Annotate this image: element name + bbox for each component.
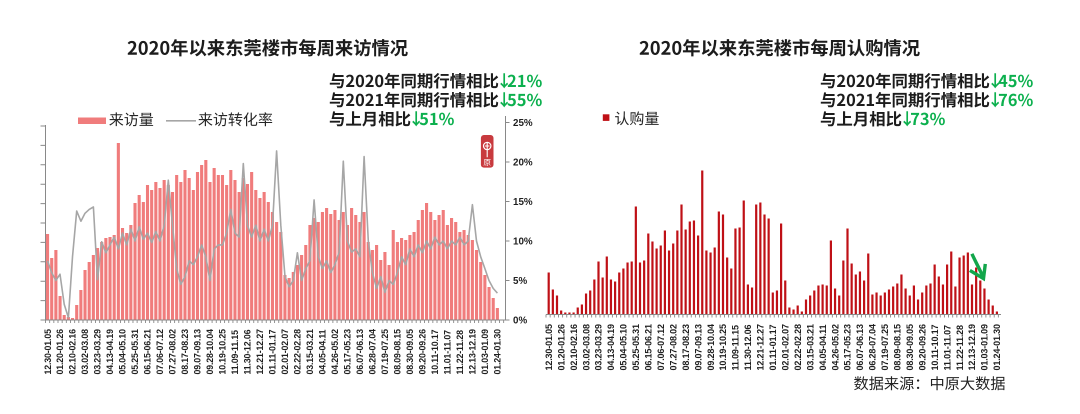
svg-text:04.05-04.11: 04.05-04.11 (318, 329, 328, 374)
svg-text:09.07-09.13: 09.07-09.13 (193, 329, 203, 375)
svg-text:11.01-11.07: 11.01-11.07 (942, 325, 952, 371)
svg-text:04.26-05.02: 04.26-05.02 (830, 324, 840, 371)
svg-text:02.10-02.16: 02.10-02.16 (569, 324, 579, 371)
svg-text:11.22-11.28: 11.22-11.28 (455, 330, 465, 375)
svg-text:07.27-08.02: 07.27-08.02 (668, 324, 678, 371)
svg-text:15%: 15% (513, 197, 533, 208)
svg-text:11.30-12.06: 11.30-12.06 (743, 324, 753, 370)
svg-text:10.19-10.25: 10.19-10.25 (718, 324, 728, 371)
svg-text:09.07-09.13: 09.07-09.13 (693, 324, 703, 371)
svg-text:07.27-08.02: 07.27-08.02 (168, 329, 178, 375)
svg-text:01.20-01.26: 01.20-01.26 (55, 329, 65, 375)
svg-text:09.20-09.26: 09.20-09.26 (917, 324, 927, 371)
svg-text:11.01-11.07: 11.01-11.07 (443, 330, 453, 375)
svg-text:10.19-10.25: 10.19-10.25 (218, 329, 228, 375)
svg-text:01.11-01.17: 01.11-01.17 (768, 324, 778, 370)
svg-text:12.13-12.19: 12.13-12.19 (468, 329, 478, 375)
svg-text:11.09-11.15: 11.09-11.15 (230, 330, 240, 375)
svg-text:06.07-06.13: 06.07-06.13 (355, 329, 365, 375)
svg-text:09.28-10.04: 09.28-10.04 (706, 324, 716, 371)
svg-text:08.09-08.15: 08.09-08.15 (393, 329, 403, 375)
svg-text:04.13-04.19: 04.13-04.19 (606, 324, 616, 371)
svg-text:01.24-01.30: 01.24-01.30 (493, 329, 503, 375)
svg-text:10.11-10.17: 10.11-10.17 (430, 329, 440, 374)
svg-text:20%: 20% (513, 157, 533, 168)
svg-text:08.30-09.05: 08.30-09.05 (905, 324, 915, 371)
svg-text:03.02-03.08: 03.02-03.08 (80, 329, 90, 375)
svg-text:12.13-12.19: 12.13-12.19 (967, 324, 977, 371)
svg-text:05.17-05.23: 05.17-05.23 (343, 329, 353, 375)
svg-text:02.22-02.28: 02.22-02.28 (293, 329, 303, 375)
svg-text:12.21-12.27: 12.21-12.27 (756, 324, 766, 371)
svg-text:03.23-03.29: 03.23-03.29 (594, 324, 604, 371)
svg-text:01.03-01.09: 01.03-01.09 (980, 324, 990, 371)
svg-text:02.01-02.07: 02.01-02.07 (280, 329, 290, 375)
svg-text:05.04-05.10: 05.04-05.10 (118, 329, 128, 375)
svg-text:12.30-01.05: 12.30-01.05 (43, 329, 53, 375)
svg-text:01.11-01.17: 01.11-01.17 (268, 329, 278, 374)
svg-text:08.30-09.05: 08.30-09.05 (405, 329, 415, 375)
svg-text:12.21-12.27: 12.21-12.27 (255, 329, 265, 375)
svg-text:07.19-07.25: 07.19-07.25 (880, 324, 890, 371)
svg-text:25%: 25% (513, 118, 533, 129)
svg-text:11.09-11.15: 11.09-11.15 (731, 325, 741, 371)
svg-text:03.02-03.08: 03.02-03.08 (581, 324, 591, 371)
svg-text:11.30-12.06: 11.30-12.06 (243, 329, 253, 374)
svg-text:07.06-07.12: 07.06-07.12 (155, 329, 165, 375)
svg-text:06.15-06.21: 06.15-06.21 (644, 324, 654, 371)
svg-text:10.11-10.17: 10.11-10.17 (930, 324, 940, 370)
svg-text:02.10-02.16: 02.10-02.16 (68, 329, 78, 375)
svg-text:09.28-10.04: 09.28-10.04 (205, 329, 215, 375)
svg-text:03.15-03.21: 03.15-03.21 (805, 324, 815, 371)
svg-text:05.25-05.31: 05.25-05.31 (130, 329, 140, 375)
svg-text:08.09-08.15: 08.09-08.15 (893, 324, 903, 371)
svg-text:06.28-07.04: 06.28-07.04 (368, 329, 378, 375)
svg-text:01.24-01.30: 01.24-01.30 (992, 324, 1002, 371)
svg-text:11.22-11.28: 11.22-11.28 (955, 325, 965, 371)
svg-text:02.01-02.07: 02.01-02.07 (781, 324, 791, 371)
svg-text:01.03-01.09: 01.03-01.09 (480, 329, 490, 375)
svg-text:10%: 10% (513, 236, 533, 247)
svg-text:06.07-06.13: 06.07-06.13 (855, 324, 865, 371)
svg-text:05.17-05.23: 05.17-05.23 (843, 324, 853, 371)
svg-text:08.17-08.23: 08.17-08.23 (180, 329, 190, 375)
svg-text:06.28-07.04: 06.28-07.04 (868, 324, 878, 371)
svg-text:04.05-04.11: 04.05-04.11 (818, 324, 828, 370)
svg-text:06.15-06.21: 06.15-06.21 (143, 329, 153, 375)
svg-text:08.17-08.23: 08.17-08.23 (681, 324, 691, 371)
svg-text:03.15-03.21: 03.15-03.21 (305, 329, 315, 375)
svg-text:03.23-03.29: 03.23-03.29 (93, 329, 103, 375)
svg-text:04.26-05.02: 04.26-05.02 (330, 329, 340, 375)
svg-text:0%: 0% (513, 315, 527, 326)
svg-text:5%: 5% (513, 276, 527, 287)
svg-text:05.04-05.10: 05.04-05.10 (619, 324, 629, 371)
svg-text:09.20-09.26: 09.20-09.26 (418, 329, 428, 375)
svg-text:01.20-01.26: 01.20-01.26 (556, 324, 566, 371)
svg-text:07.06-07.12: 07.06-07.12 (656, 324, 666, 371)
svg-text:05.25-05.31: 05.25-05.31 (631, 324, 641, 371)
svg-text:12.30-01.05: 12.30-01.05 (544, 324, 554, 371)
svg-text:04.13-04.19: 04.13-04.19 (105, 329, 115, 375)
svg-text:07.19-07.25: 07.19-07.25 (380, 329, 390, 375)
svg-text:02.22-02.28: 02.22-02.28 (793, 324, 803, 371)
